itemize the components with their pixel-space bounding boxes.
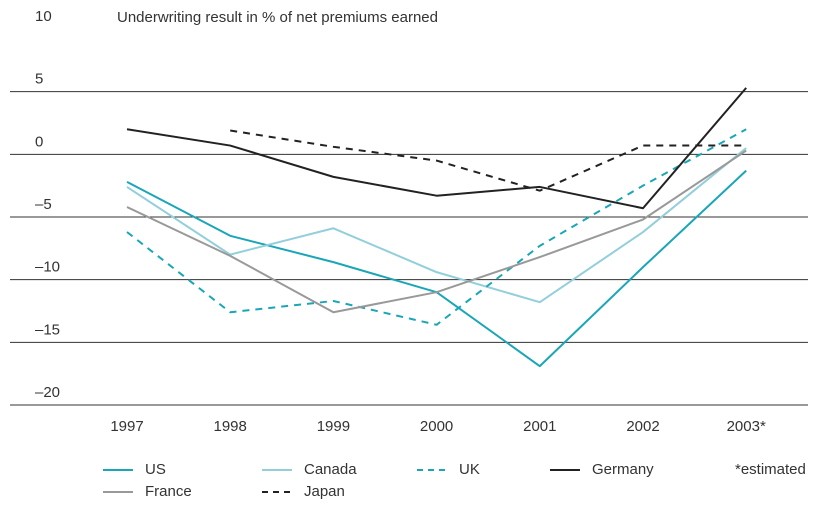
y-tick-label: 5 — [35, 71, 43, 88]
series-line — [126, 147, 747, 304]
x-tick-label: 2000 — [420, 418, 453, 435]
series-line — [126, 128, 747, 326]
y-tick-label: –20 — [35, 384, 60, 401]
legend-label: UK — [459, 461, 480, 478]
note: *estimated — [735, 461, 806, 478]
y-tick-label: 10 — [35, 8, 52, 25]
legend-label: US — [145, 461, 166, 478]
y-tick-label: 0 — [35, 133, 43, 150]
x-tick-label: 2001 — [523, 418, 556, 435]
x-tick-label: 2003* — [727, 418, 766, 435]
legend-label: Canada — [304, 461, 357, 478]
series-line — [126, 87, 747, 210]
x-tick-label: 1999 — [317, 418, 350, 435]
y-tick-label: –5 — [35, 196, 52, 213]
y-tick-label: –15 — [35, 321, 60, 338]
series-line — [126, 169, 747, 368]
x-tick-label: 1998 — [214, 418, 247, 435]
x-tick-label: 2002 — [626, 418, 659, 435]
y-tick-label: –10 — [35, 259, 60, 276]
series-line — [126, 149, 747, 314]
series-line — [230, 129, 747, 192]
legend-label: Germany — [592, 461, 654, 478]
legend-label: France — [145, 483, 192, 500]
x-tick-label: 1997 — [110, 418, 143, 435]
legend-label: Japan — [304, 483, 345, 500]
chart-title: Underwriting result in % of net premiums… — [117, 9, 438, 26]
